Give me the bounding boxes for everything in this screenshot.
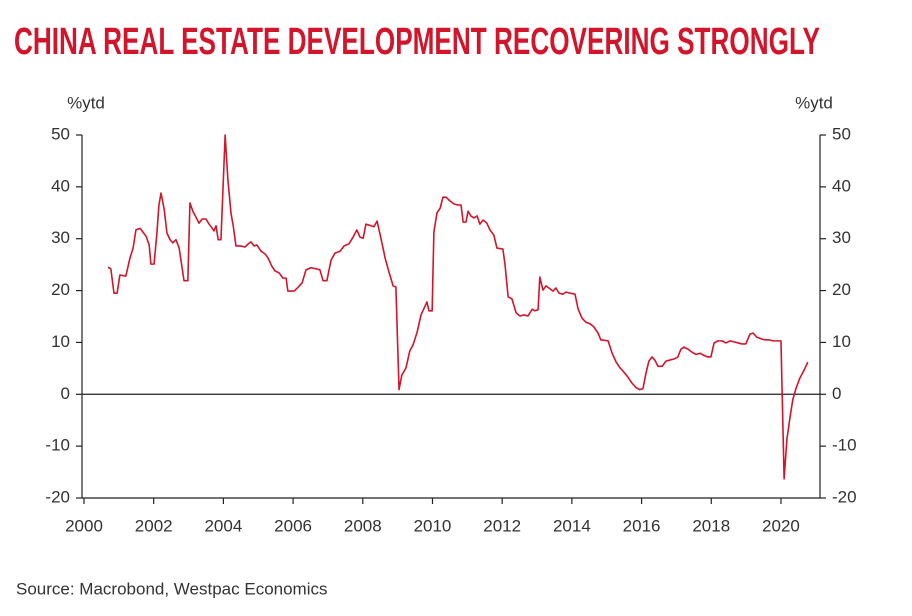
x-tick-label: 2006 bbox=[274, 516, 312, 535]
y2-axis-label: %ytd bbox=[795, 93, 833, 112]
y2-tick-label: -20 bbox=[832, 487, 857, 506]
x-tick-label: 2014 bbox=[553, 516, 591, 535]
y-axis-label: %ytd bbox=[67, 93, 105, 112]
y2-tick-label: 50 bbox=[832, 124, 851, 143]
y2-tick-label: 30 bbox=[832, 228, 851, 247]
x-tick-label: 2010 bbox=[414, 516, 452, 535]
x-tick-label: 2000 bbox=[65, 516, 103, 535]
y-tick-label: 10 bbox=[51, 332, 70, 351]
y2-tick-label: 20 bbox=[832, 280, 851, 299]
y2-tick-label: 0 bbox=[832, 384, 841, 403]
x-tick-label: 2004 bbox=[204, 516, 242, 535]
x-tick-label: 2016 bbox=[623, 516, 661, 535]
y2-tick-label: -10 bbox=[832, 436, 857, 455]
x-tick-label: 2020 bbox=[762, 516, 800, 535]
y-tick-label: 20 bbox=[51, 280, 70, 299]
y-tick-label: 40 bbox=[51, 176, 70, 195]
y2-tick-label: 40 bbox=[832, 176, 851, 195]
data-line bbox=[107, 134, 809, 480]
y-tick-label: 30 bbox=[51, 228, 70, 247]
source-note: Source: Macrobond, Westpac Economics bbox=[16, 579, 328, 598]
y-tick-label: -20 bbox=[45, 487, 70, 506]
y-tick-label: 0 bbox=[61, 384, 70, 403]
x-tick-label: 2008 bbox=[344, 516, 382, 535]
chart-title: CHINA REAL ESTATE DEVELOPMENT RECOVERING… bbox=[14, 21, 820, 63]
x-tick-label: 2012 bbox=[483, 516, 521, 535]
x-tick-label: 2018 bbox=[692, 516, 730, 535]
y2-tick-label: 10 bbox=[832, 332, 851, 351]
y-tick-label: 50 bbox=[51, 124, 70, 143]
x-tick-label: 2002 bbox=[135, 516, 173, 535]
y-tick-label: -10 bbox=[45, 436, 70, 455]
